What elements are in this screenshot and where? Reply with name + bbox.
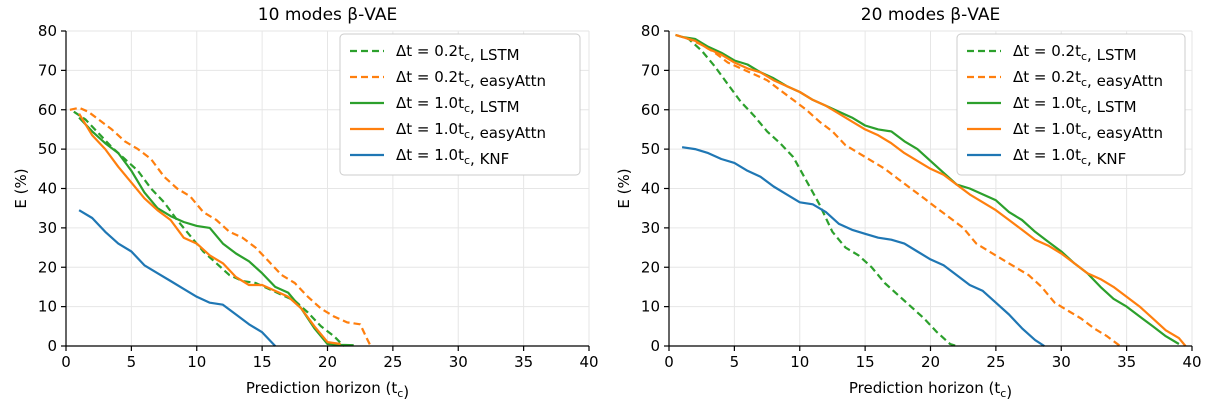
y-tick-label: 80 — [38, 22, 57, 40]
y-tick-label: 30 — [641, 219, 660, 237]
series-line-2 — [675, 33, 1121, 347]
legend-entry-label: Δt = 1.0tc, easyAttn — [396, 120, 546, 142]
x-tick-label: 10 — [790, 353, 809, 371]
series-line-3 — [78, 116, 354, 347]
x-tick-label: 10 — [187, 353, 206, 371]
x-tick-label: 30 — [1052, 353, 1071, 371]
x-tick-label: 5 — [127, 353, 137, 371]
chart-title: 10 modes β-VAE — [258, 5, 397, 25]
series-line-5 — [78, 209, 276, 347]
legend-entry-label: Δt = 1.0tc, KNF — [396, 146, 509, 168]
legend-box — [339, 33, 581, 176]
y-tick-label: 60 — [641, 101, 660, 119]
y-tick-label: 80 — [641, 22, 660, 40]
x-tick-label: 0 — [61, 353, 71, 371]
legend-entry-label: Δt = 0.2tc, LSTM — [1013, 42, 1137, 64]
series-line-1 — [675, 33, 958, 348]
y-tick-label: 70 — [641, 61, 660, 79]
y-tick-label: 0 — [47, 337, 57, 355]
series-line-1 — [73, 110, 346, 347]
series-line-4 — [78, 113, 341, 346]
x-tick-label: 35 — [1117, 353, 1136, 371]
legend-entry-label: Δt = 1.0tc, LSTM — [1013, 94, 1137, 116]
y-axis-label: E (%) — [615, 168, 633, 208]
chart-panel-2: 0 5 10 15 20 25 30 35 40 0 10 20 30 40 50 60 70 80 20 mode… — [615, 5, 1202, 401]
x-axis-label: Prediction horizon (tc) — [849, 379, 1012, 401]
y-tick-label: 20 — [641, 258, 660, 276]
y-tick-label: 0 — [650, 337, 660, 355]
y-tick-label: 50 — [641, 140, 660, 158]
legend-box — [956, 33, 1186, 176]
y-tick-label: 40 — [38, 180, 57, 198]
legend-entry-label: Δt = 1.0tc, KNF — [1013, 146, 1126, 168]
legend-entry-label: Δt = 0.2tc, easyAttn — [396, 68, 546, 90]
y-tick-label: 50 — [38, 140, 57, 158]
legend: Δt = 0.2tc, LSTM Δt = 0.2tc, easyAttn Δt =… — [956, 33, 1186, 176]
series-line-2 — [69, 106, 372, 347]
x-tick-label: 30 — [449, 353, 468, 371]
chart-panel-1: 0 5 10 15 20 25 30 35 40 0 10 20 30 40 50 60 70 80 10 mode… — [12, 5, 599, 401]
y-tick-label: 10 — [38, 298, 57, 316]
legend-entry-label: Δt = 0.2tc, LSTM — [396, 42, 520, 64]
y-tick-label: 30 — [38, 219, 57, 237]
y-tick-label: 10 — [641, 298, 660, 316]
x-tick-label: 20 — [921, 353, 940, 371]
legend-entry-label: Δt = 1.0tc, easyAttn — [1013, 120, 1163, 142]
x-tick-label: 15 — [856, 353, 875, 371]
x-axis-label: Prediction horizon (tc) — [246, 379, 409, 401]
x-tick-label: 5 — [730, 353, 740, 371]
y-axis-label: E (%) — [12, 168, 30, 208]
x-tick-label: 25 — [383, 353, 402, 371]
x-tick-label: 35 — [514, 353, 533, 371]
y-tick-label: 40 — [641, 180, 660, 198]
legend: Δt = 0.2tc, LSTM Δt = 0.2tc, easyAttn Δt =… — [339, 33, 581, 176]
series-line-4 — [681, 35, 1187, 347]
legend-entry-label: Δt = 1.0tc, LSTM — [396, 94, 520, 116]
x-tick-label: 40 — [1182, 353, 1201, 371]
x-tick-label: 15 — [253, 353, 272, 371]
legend-entry-label: Δt = 0.2tc, easyAttn — [1013, 68, 1163, 90]
x-tick-label: 40 — [579, 353, 598, 371]
x-tick-label: 20 — [318, 353, 337, 371]
chart-title: 20 modes β-VAE — [861, 5, 1000, 25]
x-tick-label: 0 — [664, 353, 674, 371]
x-tick-label: 25 — [986, 353, 1005, 371]
y-tick-label: 70 — [38, 61, 57, 79]
series-line-5 — [681, 146, 1045, 347]
y-tick-label: 20 — [38, 258, 57, 276]
y-tick-label: 60 — [38, 101, 57, 119]
